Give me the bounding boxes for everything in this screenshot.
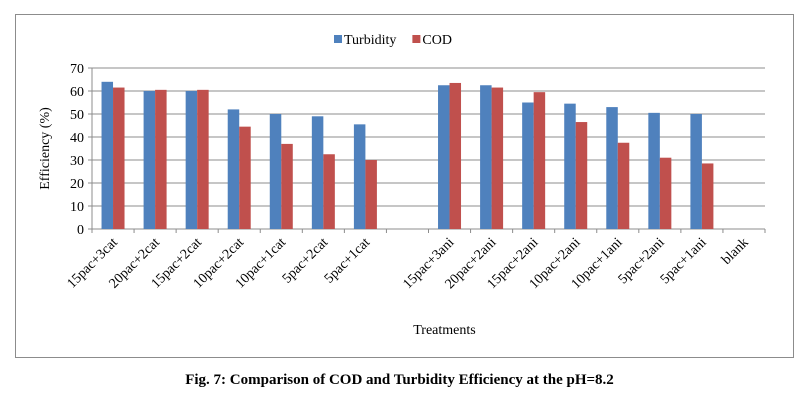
- y-tick-label: 70: [70, 62, 84, 77]
- bar-turbidity: [564, 103, 576, 229]
- bar-turbidity: [648, 112, 660, 229]
- bar-turbidity: [438, 85, 450, 229]
- bar-cod: [365, 160, 377, 229]
- x-tick-label: 5pac+1cat: [322, 235, 373, 286]
- y-tick-label: 0: [77, 223, 84, 238]
- chart-frame: 0 10 20 30 40 50 60 70 15pac+3cat 20pac+2cat 15pac…: [15, 14, 794, 358]
- bar-cod: [617, 142, 630, 229]
- bar-cod: [533, 92, 546, 230]
- legend-swatch-cod: [412, 35, 421, 43]
- bar-turbidity: [480, 85, 492, 229]
- bar-cod: [449, 82, 462, 229]
- x-tick-label: 5pac+1ani: [658, 235, 710, 287]
- bar-cod: [281, 143, 293, 229]
- bar-turbidity: [101, 81, 114, 229]
- legend-label-turbidity: Turbidity: [344, 33, 396, 48]
- x-axis-title: Treatments: [413, 323, 475, 338]
- y-tick-label: 20: [70, 177, 84, 192]
- figure-caption: Fig. 7: Comparison of COD and Turbidity …: [185, 372, 614, 388]
- bar-chart: 01020304050607015pac+3cat20pac+2cat15pac…: [38, 33, 766, 338]
- legend-label-cod: COD: [422, 33, 452, 48]
- bar-cod: [659, 157, 672, 229]
- bar-cod: [491, 87, 504, 229]
- y-tick-label: 50: [70, 108, 84, 123]
- bar-turbidity: [143, 91, 156, 229]
- x-tick-label: blank: [719, 235, 752, 268]
- bar-turbidity: [185, 91, 198, 229]
- bar-turbidity: [227, 109, 240, 229]
- bar-turbidity: [269, 114, 282, 229]
- bar-cod: [575, 122, 588, 229]
- bar-cod: [197, 89, 209, 229]
- y-tick-label: 60: [70, 85, 84, 100]
- legend-swatch-turbidity: [334, 35, 342, 43]
- bar-turbidity: [353, 124, 366, 229]
- y-tick-label: 40: [70, 131, 84, 146]
- y-tick-label: 10: [70, 200, 84, 215]
- y-axis-title: Efficiency (%): [38, 107, 53, 190]
- y-tick-label: 30: [70, 154, 84, 169]
- bar-turbidity: [606, 107, 618, 229]
- bar-cod: [323, 154, 335, 229]
- bar-turbidity: [522, 102, 534, 229]
- bar-cod: [113, 87, 125, 229]
- bar-turbidity: [311, 116, 324, 229]
- bar-cod: [701, 163, 714, 229]
- bar-cod: [239, 126, 251, 229]
- bar-cod: [155, 89, 167, 229]
- bar-turbidity: [690, 114, 702, 229]
